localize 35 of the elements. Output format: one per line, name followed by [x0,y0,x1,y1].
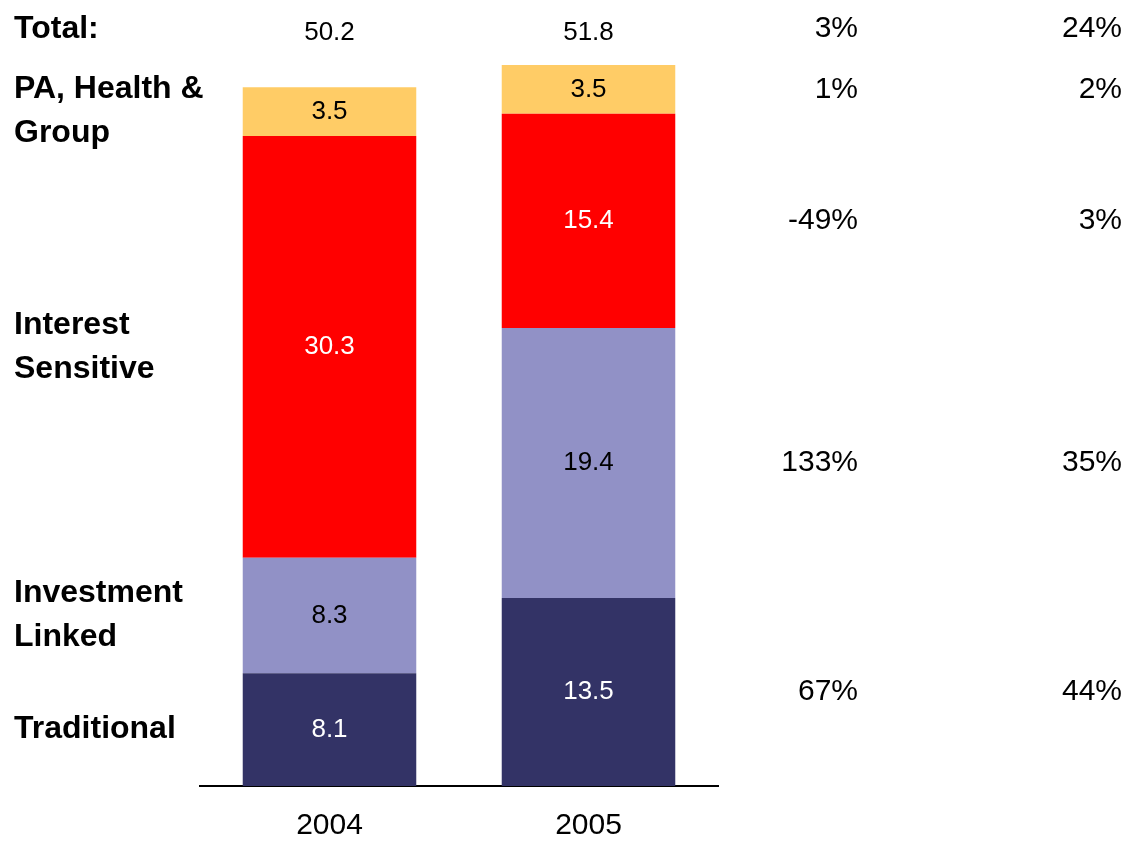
bar [501,65,676,114]
series-label: PA, Health & Group [14,69,204,150]
data-label: 3.5 [311,94,348,125]
bar [242,557,417,674]
total-label: 50.2 [304,16,355,47]
bar [242,673,417,786]
data-label: 19.4 [563,446,614,477]
text: Total: [14,8,99,45]
x-tick-label: 2005 [555,807,622,841]
bar [242,135,417,558]
bar [501,598,676,786]
text: Interest Sensitive [14,304,155,385]
data-label: 13.5 [563,675,614,706]
bar [501,113,676,329]
data-label: 30.3 [304,330,355,361]
data-label: 15.4 [563,204,614,235]
text: 1% [814,70,858,104]
text: 67% [797,673,858,707]
text: 2% [1078,70,1122,104]
text: 44% [1061,673,1122,707]
text: Traditional [14,709,176,746]
data-label: 3.5 [570,72,607,103]
text: 133% [781,444,858,478]
text: 3% [1078,202,1122,236]
data-label: 8.3 [311,598,348,629]
x-tick-label: 2004 [296,807,363,841]
bar [242,87,417,136]
text: -49% [787,202,858,236]
data-label: 8.1 [311,712,348,743]
bar [501,328,676,599]
total-label: 51.8 [563,16,614,47]
text: 24% [1061,10,1122,44]
text: 35% [1061,444,1122,478]
text: 3% [814,10,858,44]
series-label: Investment Linked [14,573,184,654]
